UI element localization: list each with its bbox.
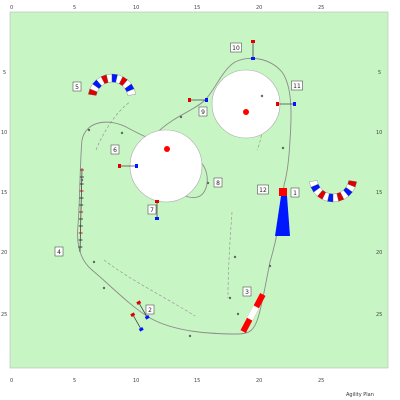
obstacle-label-9: 9 [198, 106, 208, 117]
obstacle-label-6: 6 [110, 144, 120, 155]
path-marker-dot [179, 115, 183, 119]
obstacle-label-11: 11 [291, 80, 303, 91]
seesaw-obstacle [240, 293, 266, 333]
tick-right-25: 25 [376, 312, 382, 318]
path-marker-dot [260, 94, 264, 98]
jump [276, 102, 296, 106]
path-marker-dot [92, 260, 96, 264]
jump [251, 40, 255, 60]
circle-center-marker-lower [164, 146, 170, 152]
path-marker-dot [233, 255, 237, 259]
obstacle-number: 11 [293, 83, 301, 90]
obstacle-label-4: 4 [54, 246, 64, 257]
path-markers [80, 94, 285, 338]
jump [155, 200, 159, 220]
tick-top-5: 5 [73, 5, 76, 11]
weave-poles [79, 167, 83, 253]
obstacle-number: 4 [57, 249, 61, 256]
tunnel-segment [309, 180, 319, 188]
tick-bottom-0: 0 [10, 378, 13, 384]
obstacle-number: 10 [232, 45, 240, 52]
tick-left-25: 25 [1, 312, 7, 318]
tick-top-25: 25 [318, 5, 324, 11]
path-marker-dot [228, 296, 232, 300]
tick-right-5: 5 [378, 70, 381, 76]
obstacle-label-8: 8 [213, 177, 223, 188]
obstacle-number: 8 [216, 180, 220, 187]
jump [130, 312, 144, 332]
axis-ticks-left: 5 10 15 20 25 [1, 70, 7, 318]
tick-right-15: 15 [376, 190, 382, 196]
tick-bottom-10: 10 [133, 378, 139, 384]
path-marker-dot [87, 128, 91, 132]
axis-ticks-right: 5 10 15 20 25 [376, 70, 382, 318]
obstacle-label-10: 10 [230, 42, 242, 53]
tick-bottom-5: 5 [73, 378, 76, 384]
tick-left-20: 20 [1, 250, 7, 256]
path-marker-dot [206, 181, 210, 185]
obstacle-label-2: 2 [145, 304, 155, 315]
weave-pole-marks [78, 169, 84, 248]
obstacle-label-7: 7 [147, 204, 157, 215]
circle-zone-lower [129, 129, 203, 203]
axis-ticks-top: 0 5 10 15 20 25 [10, 5, 324, 11]
curved-tunnel-right [309, 180, 357, 203]
obstacle-label-12: 12 [257, 184, 269, 195]
tick-top-10: 10 [133, 5, 139, 11]
path-marker-dot [236, 312, 240, 316]
obstacle-number: 3 [245, 289, 249, 296]
tunnel-segment [126, 88, 136, 96]
obstacle-label-3: 3 [242, 286, 252, 297]
path-marker-dot [281, 146, 285, 150]
chute-tunnel [275, 196, 290, 236]
jump [118, 164, 138, 168]
circle-zone-upper [211, 69, 281, 139]
axis-ticks-bottom: 0 5 10 15 20 25 [10, 378, 324, 384]
field-area [9, 11, 389, 369]
path-marker-dot [188, 334, 192, 338]
curved-tunnel-left [88, 73, 136, 96]
footer-caption: Agility Plan [346, 392, 374, 398]
path-marker-dot [120, 131, 124, 135]
tick-left-10: 10 [1, 130, 7, 136]
jump [188, 98, 208, 102]
obstacle-number: 7 [150, 207, 154, 214]
tick-bottom-25: 25 [318, 378, 324, 384]
obstacle-number: 2 [148, 307, 152, 314]
path-marker-dot [102, 286, 106, 290]
tick-left-5: 5 [3, 70, 6, 76]
jump-bars [118, 40, 296, 332]
tick-right-20: 20 [376, 250, 382, 256]
path-marker-dot [268, 264, 272, 268]
obstacle-number: 9 [201, 109, 205, 116]
tick-bottom-20: 20 [256, 378, 262, 384]
circle-center-marker-upper [243, 109, 249, 115]
obstacle-number: 6 [113, 147, 117, 154]
path-marker-dot [80, 178, 84, 182]
chute-entry [279, 188, 287, 196]
tick-top-20: 20 [256, 5, 262, 11]
tick-left-15: 15 [1, 190, 7, 196]
obstacle-label-1: 1 [290, 187, 300, 198]
jump [136, 300, 150, 320]
obstacle-number: 12 [259, 187, 267, 194]
tick-right-10: 10 [376, 130, 382, 136]
tick-top-0: 0 [10, 5, 13, 11]
obstacle-number: 1 [293, 190, 297, 197]
tick-bottom-15: 15 [194, 378, 200, 384]
obstacle-number: 5 [75, 84, 79, 91]
tick-top-15: 15 [194, 5, 200, 11]
obstacle-label-5: 5 [72, 81, 82, 92]
